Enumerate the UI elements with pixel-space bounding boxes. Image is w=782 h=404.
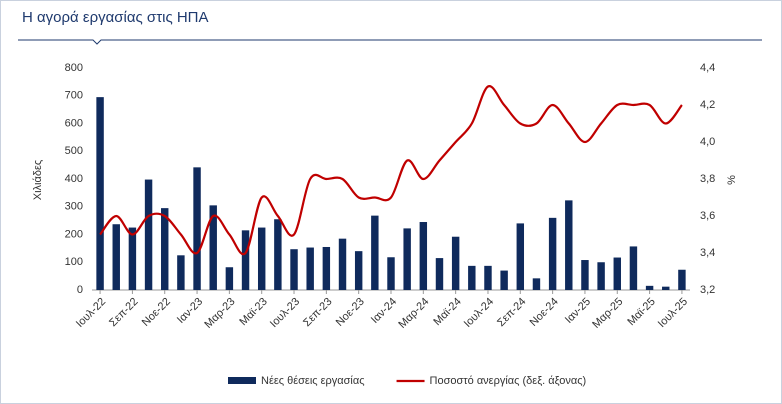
y2-tick-label: 4,0: [700, 136, 715, 148]
line: [99, 85, 683, 256]
bar: [144, 179, 153, 290]
bar: [209, 205, 217, 290]
x-tick-label: Ιαν-23: [175, 296, 205, 326]
bar: [581, 260, 589, 290]
y-tick-label: 200: [65, 228, 83, 240]
x-tick-label: Ιουλ-24: [462, 296, 496, 330]
bar: [387, 257, 395, 290]
bar: [597, 262, 605, 290]
bar: [451, 236, 460, 290]
bar: [241, 230, 250, 290]
bar: [548, 217, 557, 290]
x-tick-label: Ιαν-25: [563, 296, 593, 326]
x-tick-label: Νοε-23: [334, 296, 367, 329]
bar: [532, 278, 541, 290]
x-tick-label: Νοε-24: [528, 296, 561, 329]
x-tick-label: Μαρ-23: [202, 296, 237, 331]
chart-title: Η αγορά εργασίας στις ΗΠΑ: [22, 9, 209, 26]
bar: [161, 208, 169, 290]
bar: [613, 257, 621, 290]
bar: [678, 269, 686, 290]
y-tick-label: 500: [65, 145, 83, 157]
x-tick-label: Σεπ-23: [301, 296, 334, 329]
bar: [96, 97, 104, 290]
title-rule: [18, 39, 762, 45]
y2-tick-label: 3,4: [700, 247, 715, 259]
bar: [468, 265, 476, 290]
x-tick-label: Ιαν-24: [369, 296, 399, 326]
y-tick-label: 700: [65, 90, 83, 102]
bar: [112, 224, 120, 290]
bar: [354, 251, 363, 290]
y-tick-label: 0: [77, 284, 83, 296]
bar: [290, 249, 298, 290]
y-tick-label: 400: [65, 173, 83, 185]
bar: [662, 286, 670, 290]
bar: [371, 215, 379, 290]
bar: [500, 270, 508, 290]
x-tick-label: Σεπ-24: [495, 296, 528, 329]
bar: [645, 285, 654, 290]
y2-tick-label: 4,4: [700, 62, 715, 74]
legend-label: Ποσοστό ανεργίας (δεξ. άξονας): [430, 375, 587, 387]
x-tick-label: Ιουλ-25: [656, 296, 690, 330]
legend-swatch: [228, 377, 256, 384]
x-tick-label: Μαρ-25: [590, 296, 625, 331]
x-tick-label: Μαϊ-23: [237, 296, 269, 328]
y-tick-label: 300: [65, 201, 83, 213]
bar: [484, 265, 492, 290]
y-tick-label: 800: [65, 62, 83, 74]
y-tick-label: 100: [65, 256, 83, 268]
bar: [274, 219, 282, 290]
bar: [565, 200, 573, 290]
bar: [193, 167, 201, 290]
bar: [403, 228, 411, 290]
bar: [322, 246, 331, 290]
bar: [419, 222, 428, 290]
y2-tick-label: 4,2: [700, 99, 715, 111]
bar: [257, 227, 266, 290]
y2-tick-label: 3,2: [700, 284, 715, 296]
bar: [177, 255, 185, 290]
y2-tick-label: 3,8: [700, 173, 715, 185]
bar: [306, 247, 314, 290]
bar: [338, 238, 347, 290]
y2-axis-label: %: [726, 175, 738, 185]
x-tick-label: Ιουλ-22: [74, 296, 108, 330]
legend-label: Νέες θέσεις εργασίας: [261, 375, 365, 387]
x-tick-label: Ιουλ-23: [268, 296, 302, 330]
bar: [629, 246, 638, 290]
x-tick-label: Μαϊ-24: [431, 296, 463, 328]
y2-tick-label: 3,6: [700, 210, 715, 222]
y-tick-label: 600: [65, 117, 83, 129]
x-tick-label: Νοε-22: [140, 296, 173, 329]
x-tick-label: Σεπ-22: [107, 296, 140, 329]
bar: [128, 227, 137, 290]
y-axis-label: Χιλιάδες: [32, 160, 44, 200]
x-tick-label: Μαϊ-25: [625, 296, 657, 328]
x-tick-label: Μαρ-24: [396, 296, 431, 331]
bar: [516, 223, 525, 290]
bar: [435, 258, 444, 290]
bar: [225, 267, 234, 290]
